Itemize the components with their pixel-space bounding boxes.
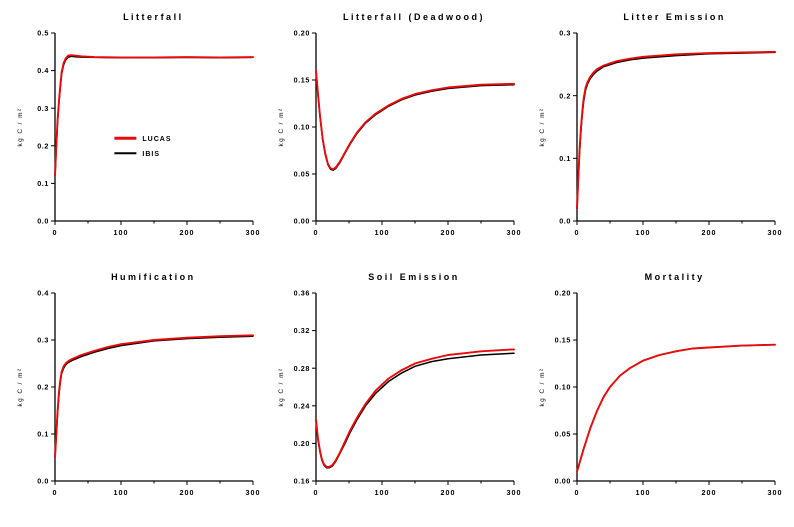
y-tick-label: 0.20 xyxy=(554,288,570,297)
x-tick-label: 0 xyxy=(574,488,579,497)
plot-litter-emission: 0.0 0.1 0.2 0.3 0 100 200 300 kg C / m² xyxy=(539,29,782,237)
y-tick-label: 0.36 xyxy=(294,288,310,297)
x-tick-label: 300 xyxy=(767,488,782,497)
chart-litter-emission: Litter Emission 0.0 0.1 0.2 0.3 0 100 200 300 kg… xyxy=(527,4,788,264)
y-tick-label: 0.1 xyxy=(559,154,571,163)
y-tick-label: 0.3 xyxy=(559,29,571,38)
x-tick-label: 200 xyxy=(180,488,195,497)
plot-mortality: 0.00 0.05 0.10 0.15 0.20 0 100 200 300 kg C / m² xyxy=(539,288,782,497)
x-tick-label: 0 xyxy=(313,488,318,497)
x-tick-label: 300 xyxy=(506,488,521,497)
y-tick-label: 0.4 xyxy=(38,288,50,297)
x-tick-label: 0 xyxy=(53,488,58,497)
y-tick-label: 0.15 xyxy=(554,335,570,344)
legend-label-lucas: LUCAS xyxy=(143,136,172,143)
y-tick-label: 0.0 xyxy=(559,217,571,226)
y-tick-label: 0.32 xyxy=(294,326,310,335)
y-tick-label: 0.16 xyxy=(294,476,310,485)
chart-litterfall-deadwood: Litterfall (Deadwood) 0.00 0.05 0.10 0.15 0.… xyxy=(267,4,528,264)
chart-title: Litter Emission xyxy=(623,12,726,22)
y-axis-label: kg C / m² xyxy=(17,108,24,147)
x-tick-label: 100 xyxy=(635,488,650,497)
series-line-lucas xyxy=(54,333,255,458)
x-tick-label: 100 xyxy=(114,488,129,497)
series-line-lucas xyxy=(575,343,776,473)
x-tick-label: 100 xyxy=(374,488,389,497)
y-axis-label: kg C / m² xyxy=(539,108,546,147)
x-tick-label: 100 xyxy=(635,228,650,237)
y-tick-label: 0.0 xyxy=(38,217,50,226)
y-tick-label: 0.05 xyxy=(554,429,570,438)
plot-humification: 0.0 0.1 0.2 0.3 0.4 0 100 200 300 kg C / m² xyxy=(17,288,261,497)
chart-title: Mortality xyxy=(644,271,705,282)
y-tick-label: 0.1 xyxy=(38,429,50,438)
series-line-ibis xyxy=(575,343,776,472)
series-line-lucas xyxy=(54,54,255,177)
y-tick-label: 0.1 xyxy=(38,179,50,188)
x-tick-label: 100 xyxy=(374,228,389,237)
y-tick-label: 0.2 xyxy=(38,141,50,150)
x-tick-label: 100 xyxy=(114,228,129,237)
plot-litterfall: 0.0 0.1 0.2 0.3 0.4 0.5 0 100 200 300 kg C / m² LUC… xyxy=(17,29,261,237)
y-tick-label: 0.10 xyxy=(294,123,310,132)
y-tick-label: 0.24 xyxy=(294,401,310,410)
y-tick-label: 0.20 xyxy=(294,439,310,448)
y-axis-label: kg C / m² xyxy=(278,367,285,406)
x-tick-label: 0 xyxy=(574,228,579,237)
chart-humification: Humification 0.0 0.1 0.2 0.3 0.4 0 100 200 300 kg… xyxy=(6,264,267,524)
x-tick-label: 300 xyxy=(767,228,782,237)
plot-soil-emission: 0.16 0.20 0.24 0.28 0.32 0.36 0 100 200 300 kg C /… xyxy=(278,288,521,497)
chart-title: Humification xyxy=(111,271,196,282)
y-tick-label: 0.28 xyxy=(294,363,310,372)
y-tick-label: 0.20 xyxy=(294,29,310,38)
y-axis-label: kg C / m² xyxy=(539,367,546,406)
y-tick-label: 0.3 xyxy=(38,335,50,344)
chart-litterfall: Litterfall 0.0 0.1 0.2 0.3 0.4 0.5 0 100 200 300 k… xyxy=(6,4,267,264)
series-line-lucas xyxy=(575,50,776,210)
x-tick-label: 200 xyxy=(701,488,716,497)
y-tick-label: 0.2 xyxy=(559,91,571,100)
x-tick-label: 200 xyxy=(180,228,195,237)
series-line-lucas xyxy=(315,347,515,468)
chart-title: Litterfall (Deadwood) xyxy=(342,12,485,22)
x-tick-label: 0 xyxy=(313,228,318,237)
legend-label-ibis: IBIS xyxy=(143,151,161,158)
x-tick-label: 0 xyxy=(53,228,58,237)
series-line-lucas xyxy=(315,69,515,171)
x-tick-label: 300 xyxy=(246,228,261,237)
y-axis-label: kg C / m² xyxy=(17,367,24,406)
x-tick-label: 300 xyxy=(506,228,521,237)
chart-mortality: Mortality 0.00 0.05 0.10 0.15 0.20 0 100 200 300… xyxy=(527,264,788,524)
series-line-ibis xyxy=(315,351,515,469)
y-tick-label: 0.2 xyxy=(38,382,50,391)
chart-title: Litterfall xyxy=(123,12,184,22)
y-tick-label: 0.00 xyxy=(554,476,570,485)
plot-litterfall-deadwood: 0.00 0.05 0.10 0.15 0.20 0 100 200 300 kg C / m² xyxy=(278,29,521,237)
y-tick-label: 0.10 xyxy=(554,382,570,391)
y-tick-label: 0.5 xyxy=(38,29,50,38)
y-tick-label: 0.00 xyxy=(294,217,310,226)
y-tick-label: 0.0 xyxy=(38,476,50,485)
chart-title: Soil Emission xyxy=(368,271,460,282)
y-tick-label: 0.3 xyxy=(38,104,50,113)
y-tick-label: 0.15 xyxy=(294,76,310,85)
x-tick-label: 200 xyxy=(701,228,716,237)
y-tick-label: 0.4 xyxy=(38,66,50,75)
chart-soil-emission: Soil Emission 0.16 0.20 0.24 0.28 0.32 0.36 0 1… xyxy=(267,264,528,524)
x-tick-label: 300 xyxy=(246,488,261,497)
y-axis-label: kg C / m² xyxy=(278,108,285,147)
y-tick-label: 0.05 xyxy=(294,170,310,179)
series-line-ibis xyxy=(575,51,776,210)
x-tick-label: 200 xyxy=(440,488,455,497)
x-tick-label: 200 xyxy=(440,228,455,237)
